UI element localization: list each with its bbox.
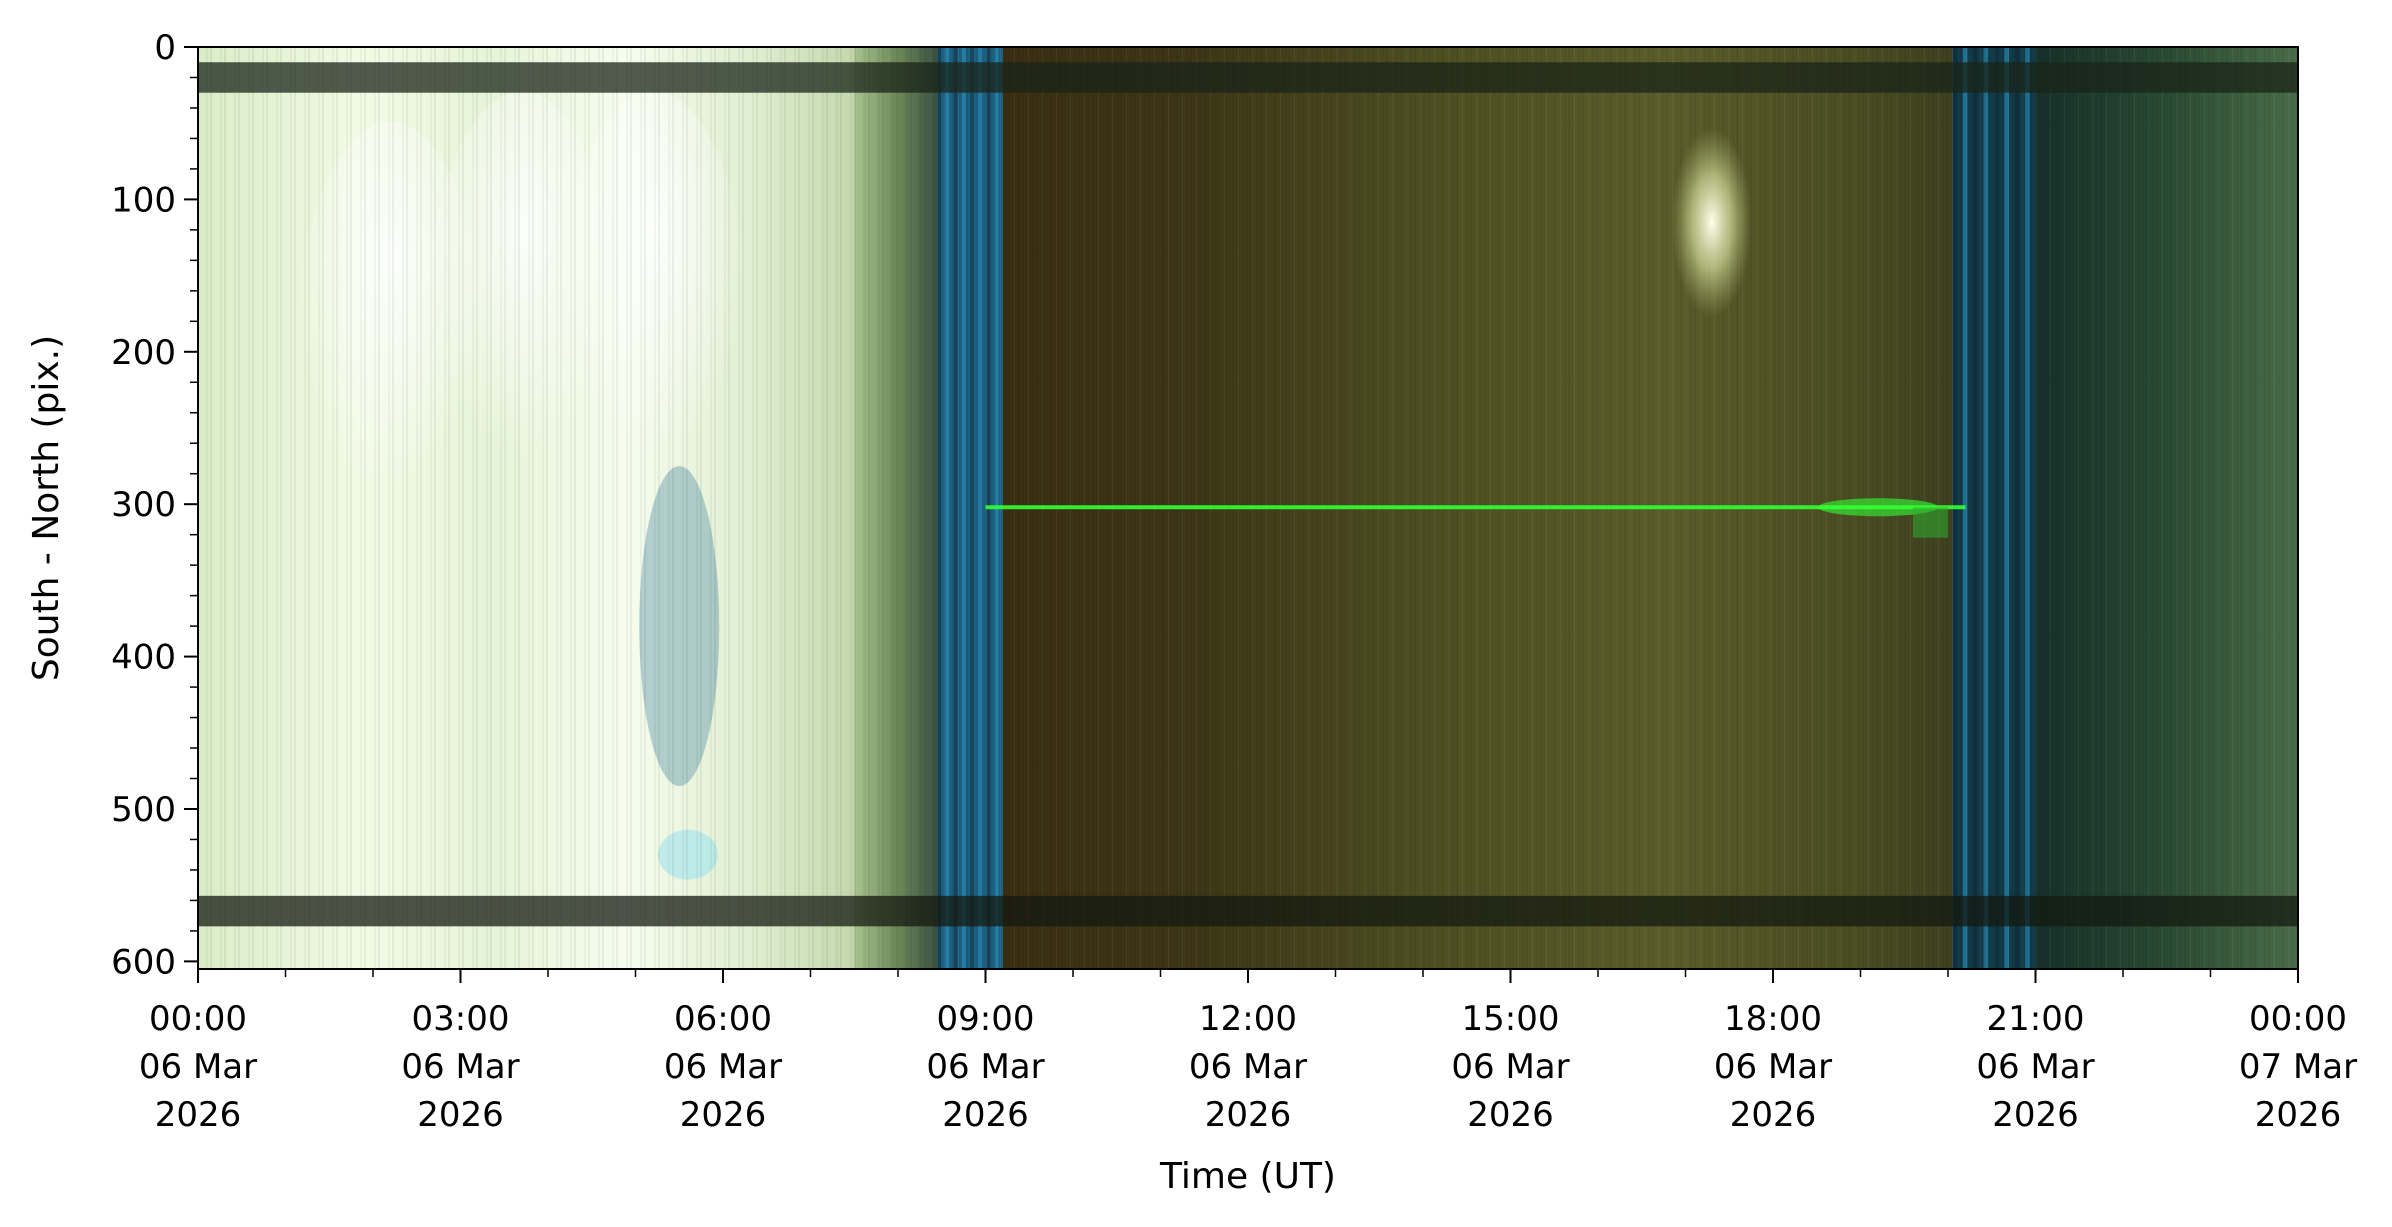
x-tick-label: 06 Mar xyxy=(1451,1047,1569,1087)
x-tick-label: 06 Mar xyxy=(1714,1047,1832,1087)
x-tick-label: 06 Mar xyxy=(1976,1047,2094,1087)
y-tick-label: 400 xyxy=(111,638,176,678)
y-axis-label: South - North (pix.) xyxy=(26,335,67,681)
x-tick-label: 03:00 xyxy=(412,999,510,1039)
y-tick-label: 300 xyxy=(111,485,176,525)
y-tick-label: 600 xyxy=(111,942,176,982)
x-tick-label: 00:00 xyxy=(2249,999,2347,1039)
x-axis: 00:00 06 Mar 2026 03:00 06 Mar 2026 06:00 06 Ma… xyxy=(139,969,2357,1135)
x-tick-label: 12:00 xyxy=(1199,999,1297,1039)
x-tick-label: 2026 xyxy=(2255,1095,2342,1135)
x-tick-label: 00:00 xyxy=(149,999,247,1039)
x-tick-label: 2026 xyxy=(942,1095,1029,1135)
x-tick-label: 18:00 xyxy=(1724,999,1822,1039)
x-tick-label: 21:00 xyxy=(1987,999,2085,1039)
x-tick-label: 2026 xyxy=(1205,1095,1292,1135)
x-tick-label: 06 Mar xyxy=(401,1047,519,1087)
y-tick-label: 0 xyxy=(154,28,176,68)
x-tick-label: 09:00 xyxy=(937,999,1035,1039)
x-tick-label: 06 Mar xyxy=(139,1047,257,1087)
green-horizontal-line xyxy=(985,505,1966,510)
y-tick-label: 100 xyxy=(111,180,176,220)
x-tick-label: 06 Mar xyxy=(926,1047,1044,1087)
x-tick-label: 2026 xyxy=(1467,1095,1554,1135)
x-tick-label: 07 Mar xyxy=(2239,1047,2357,1087)
y-tick-label: 500 xyxy=(111,790,176,830)
x-axis-label: Time (UT) xyxy=(1159,1156,1336,1197)
heatmap-image xyxy=(198,47,2298,969)
x-tick-label: 06:00 xyxy=(674,999,772,1039)
x-tick-label: 06 Mar xyxy=(1189,1047,1307,1087)
x-tick-label: 2026 xyxy=(1730,1095,1817,1135)
x-tick-label: 2026 xyxy=(155,1095,242,1135)
x-tick-label: 2026 xyxy=(680,1095,767,1135)
y-axis: 0 100 200 300 400 500 600 xyxy=(111,28,198,982)
dark-band-top xyxy=(198,62,2298,93)
x-tick-label: 15:00 xyxy=(1462,999,1560,1039)
dark-band-bottom xyxy=(198,895,2298,927)
x-tick-label: 2026 xyxy=(1992,1095,2079,1135)
x-tick-label: 2026 xyxy=(417,1095,504,1135)
bright-spot xyxy=(1671,127,1752,318)
green-line-glow xyxy=(1818,498,1938,517)
green-drip xyxy=(1913,507,1948,538)
y-tick-label: 200 xyxy=(111,333,176,373)
x-tick-label: 06 Mar xyxy=(664,1047,782,1087)
